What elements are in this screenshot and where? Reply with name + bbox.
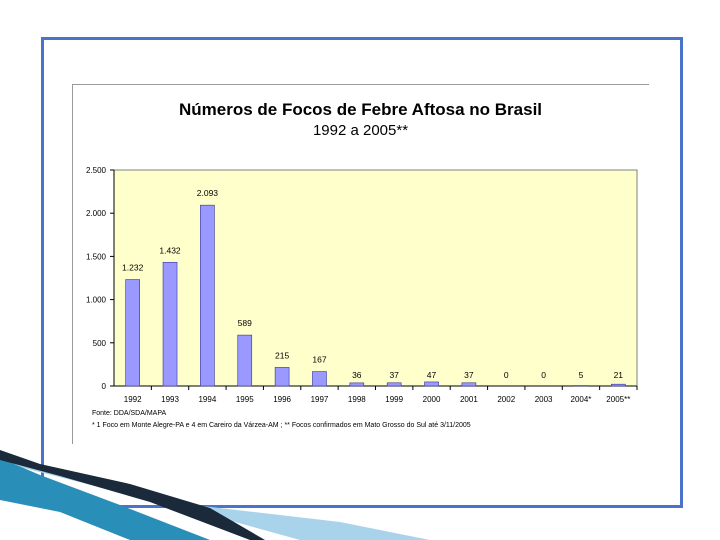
data-label: 0 xyxy=(504,370,509,380)
data-label: 167 xyxy=(312,355,326,365)
data-label: 36 xyxy=(352,370,362,380)
swoosh-dark xyxy=(0,450,265,540)
y-tick-label: 500 xyxy=(93,339,107,348)
bar xyxy=(200,204,215,387)
chart-footnote: * 1 Foco em Monte Alegre-PA e 4 em Carei… xyxy=(92,422,471,429)
data-label: 589 xyxy=(238,318,252,328)
bar xyxy=(349,382,365,387)
x-tick-label: 1999 xyxy=(385,395,403,404)
data-label: 21 xyxy=(614,370,624,380)
swoosh-teal xyxy=(0,458,210,540)
chart-title: Números de Focos de Febre Aftosa no Bras… xyxy=(178,100,543,119)
data-label: 47 xyxy=(427,370,437,380)
data-label: 0 xyxy=(541,370,546,380)
x-tick-label: 1997 xyxy=(311,395,329,404)
x-tick-label: 2002 xyxy=(497,395,515,404)
y-tick-label: 2.000 xyxy=(86,209,107,218)
bar xyxy=(386,382,402,387)
x-tick-label: 2003 xyxy=(535,395,553,404)
bar xyxy=(125,279,140,387)
data-label: 215 xyxy=(275,350,289,360)
bar-chart: 05001.0001.5002.0002.50019921.23219931.4… xyxy=(86,166,638,404)
decorative-swoosh xyxy=(0,450,430,540)
x-tick-label: 1994 xyxy=(198,395,216,404)
bar xyxy=(611,383,626,387)
bar xyxy=(424,381,439,387)
x-tick-label: 1993 xyxy=(161,395,179,404)
x-tick-label: 1996 xyxy=(273,395,291,404)
bar xyxy=(461,382,477,387)
data-label: 1.232 xyxy=(122,263,144,273)
panel-left-border xyxy=(72,84,73,444)
data-label: 37 xyxy=(389,370,399,380)
data-label: 1.432 xyxy=(159,245,181,255)
x-tick-label: 1998 xyxy=(348,395,366,404)
x-tick-label: 2000 xyxy=(423,395,441,404)
y-tick-label: 1.500 xyxy=(86,252,107,261)
x-tick-label: 1995 xyxy=(236,395,254,404)
bar xyxy=(312,371,327,387)
data-label: 5 xyxy=(579,370,584,380)
y-tick-label: 0 xyxy=(102,382,107,391)
slide-frame xyxy=(41,37,683,508)
y-tick-label: 1.000 xyxy=(86,296,107,305)
chart-subtitle: 1992 a 2005** xyxy=(312,122,409,139)
x-tick-label: 2005** xyxy=(606,395,630,404)
bar xyxy=(274,367,290,387)
x-tick-label: 2004* xyxy=(571,395,592,404)
data-label: 2.093 xyxy=(197,188,219,198)
x-tick-label: 2001 xyxy=(460,395,478,404)
data-label: 37 xyxy=(464,370,474,380)
chart-source: Fonte: DDA/SDA/MAPA xyxy=(92,410,167,417)
panel-top-border xyxy=(72,84,649,85)
plot-area xyxy=(113,169,638,387)
bar xyxy=(162,261,178,387)
y-tick-label: 2.500 xyxy=(86,166,107,175)
x-tick-label: 1992 xyxy=(124,395,142,404)
bar xyxy=(237,334,253,387)
